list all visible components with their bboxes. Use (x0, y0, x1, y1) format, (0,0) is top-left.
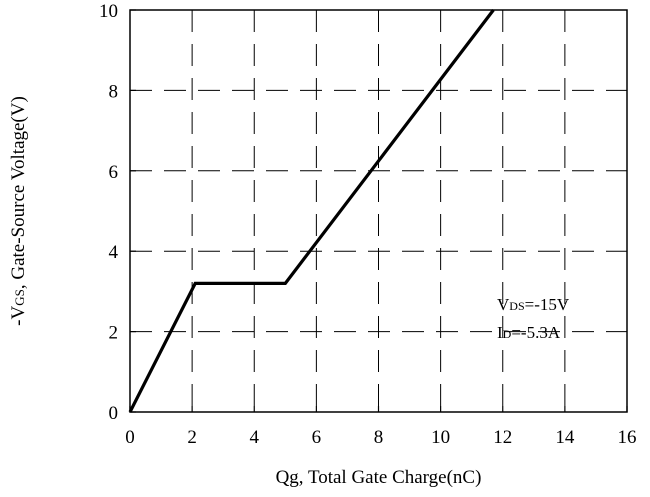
x-tick-label: 4 (250, 427, 260, 448)
x-tick-label: 16 (618, 427, 637, 448)
annotation-id: ID=-5.3A (497, 323, 561, 342)
y-tick-label: 6 (109, 162, 119, 183)
y-axis-label-subscript: GS (12, 289, 27, 306)
annotation-vds-main: V (497, 295, 510, 314)
x-tick-label: 8 (374, 427, 384, 448)
annotation-vds-sub: DS (509, 299, 524, 313)
y-tick-label: 8 (109, 81, 119, 102)
y-tick-label: 10 (99, 1, 118, 22)
y-tick-label: 0 (109, 403, 119, 424)
x-tick-label: 6 (312, 427, 322, 448)
x-tick-label: 2 (187, 427, 197, 448)
y-axis-label: -VGS, Gate-Source Voltage(V) (8, 96, 29, 326)
y-tick-label: 2 (109, 323, 119, 344)
grid (130, 10, 627, 412)
y-tick-label: 4 (109, 242, 119, 263)
axis-ticks: 0 2 4 6 8 10 12 14 16 0 2 4 6 8 10 (99, 1, 637, 448)
annotation-id-main: I (497, 323, 503, 342)
annotation-vds-rest: =-15V (525, 295, 570, 314)
series-line (128, 9, 495, 413)
x-tick-label: 10 (431, 427, 450, 448)
x-tick-label: 12 (493, 427, 512, 448)
x-tick-label: 0 (125, 427, 135, 448)
y-axis-label-suffix: , Gate-Source Voltage(V) (8, 96, 29, 289)
x-axis-label: Qg, Total Gate Charge(nC) (276, 467, 482, 488)
annotation-vds: VDS=-15V (497, 295, 570, 314)
y-axis-label-prefix: -V (8, 305, 29, 325)
annotation-id-sub: D (503, 327, 512, 341)
x-tick-label: 14 (555, 427, 575, 448)
series-layer (128, 9, 495, 413)
annotation-id-rest: =-5.3A (511, 323, 560, 342)
